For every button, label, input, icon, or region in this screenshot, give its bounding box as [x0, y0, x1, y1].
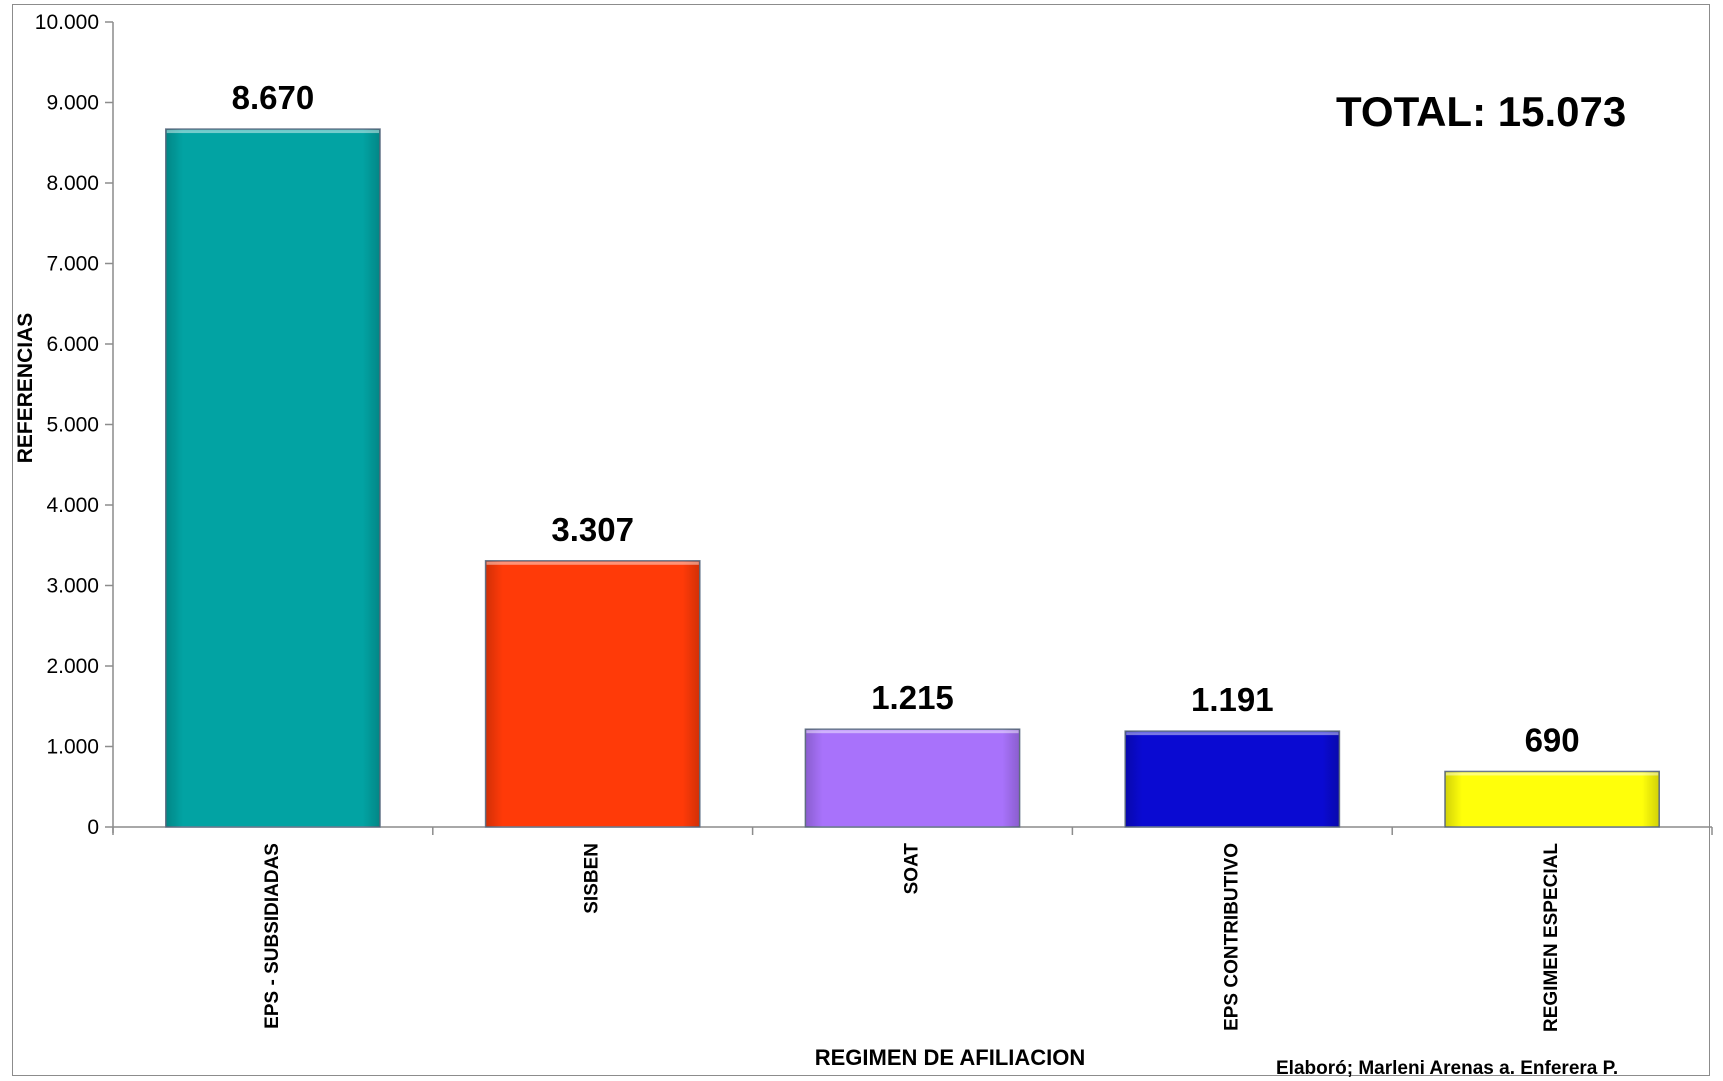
y-tick-label-10: 10.000	[35, 11, 99, 34]
y-tick-label-4: 4.000	[46, 494, 99, 517]
x-axis-title: REGIMEN DE AFILIACION	[814, 1045, 1086, 1070]
bar-highlight-3	[1126, 732, 1339, 736]
y-tick-label-5: 5.000	[46, 414, 99, 437]
labels: 0 1.000 2.000 3.000 4.000 5.000 6.000 7.000 8.00…	[35, 11, 1580, 1032]
y-tick-label-7: 7.000	[46, 253, 99, 276]
category-label-0: EPS - SUBSIDIADAS	[262, 843, 283, 1029]
data-label-4: 690	[1525, 721, 1580, 758]
y-tick-label-2: 2.000	[46, 655, 99, 678]
y-tick-label-8: 8.000	[46, 172, 99, 195]
y-tick-label-6: 6.000	[46, 333, 99, 356]
bars	[165, 128, 1660, 828]
data-label-2: 1.215	[871, 679, 954, 716]
category-label-4: REGIMEN ESPECIAL	[1541, 843, 1562, 1032]
data-label-1: 3.307	[551, 511, 634, 548]
category-label-3: EPS CONTRIBUTIVO	[1221, 843, 1242, 1031]
bar-highlight-1	[486, 561, 699, 565]
data-label-0: 8.670	[232, 79, 315, 116]
bar-highlight-0	[166, 130, 380, 134]
bar-shade-1	[485, 560, 700, 827]
bar-shade-4	[1444, 771, 1660, 827]
bar-shade-3	[1125, 731, 1340, 827]
bar-highlight-4	[1445, 772, 1659, 776]
y-tick-label-0: 0	[87, 816, 99, 839]
total-annotation: TOTAL: 15.073	[1336, 88, 1627, 135]
bar-highlight-2	[806, 730, 1019, 734]
chart-frame	[12, 4, 1710, 1076]
category-label-2: SOAT	[902, 843, 923, 895]
credit-note: Elaboró; Marleni Arenas a. Enferera P.	[1276, 1058, 1619, 1079]
bar-shade-2	[805, 729, 1020, 827]
y-tick-label-3: 3.000	[46, 575, 99, 598]
bar-shade-0	[165, 129, 381, 827]
category-label-1: SISBEN	[582, 843, 603, 914]
y-axis-title: REFERENCIAS	[14, 312, 37, 464]
data-label-3: 1.191	[1191, 681, 1274, 718]
y-tick-label-1: 1.000	[46, 736, 99, 759]
y-tick-label-9: 9.000	[46, 92, 99, 115]
